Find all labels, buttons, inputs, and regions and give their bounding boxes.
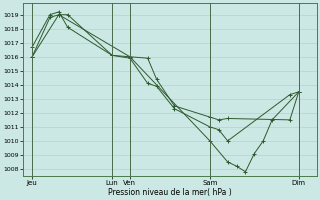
X-axis label: Pression niveau de la mer( hPa ): Pression niveau de la mer( hPa )	[108, 188, 232, 197]
